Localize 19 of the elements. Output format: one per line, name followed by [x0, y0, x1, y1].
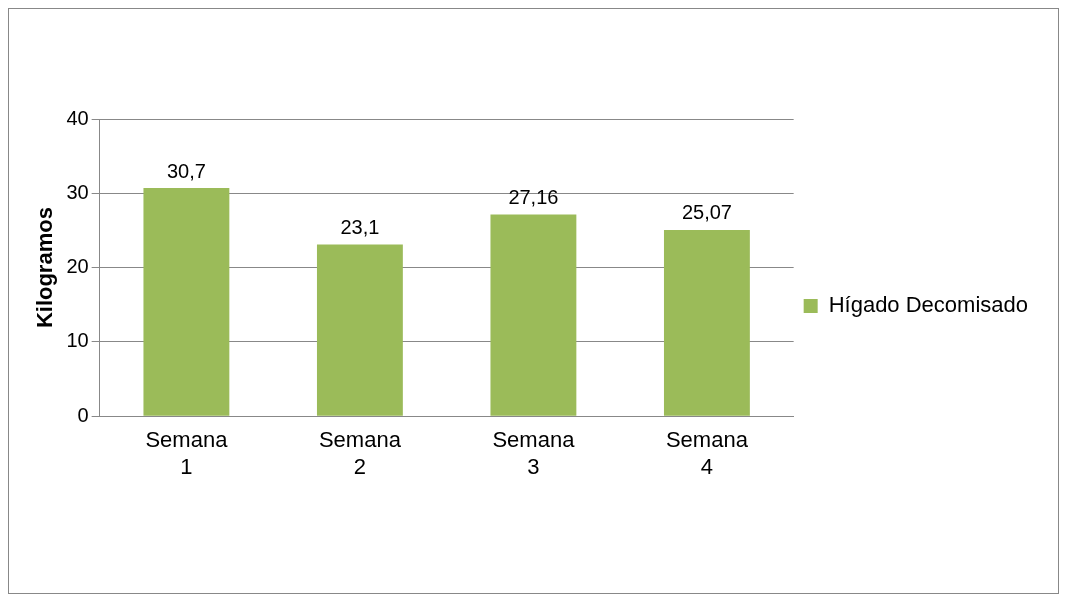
data-label: 27,16 — [508, 185, 559, 208]
x-tick-label: Semana 4 — [665, 427, 749, 479]
data-label: 23,1 — [340, 216, 380, 239]
legend-label: Hígado Decomisado — [828, 292, 1029, 318]
data-label: 25,07 — [681, 201, 732, 224]
bar — [143, 188, 230, 416]
bar — [316, 244, 403, 416]
y-tick-label: 20 — [66, 255, 89, 278]
y-tick-label: 10 — [66, 329, 89, 352]
x-tick-label: Semana 2 — [318, 427, 402, 479]
x-tick-label: Semana 3 — [492, 427, 576, 479]
data-label: 30,7 — [166, 159, 206, 182]
y-tick-label: 40 — [66, 106, 89, 129]
y-tick-label: 0 — [77, 403, 89, 426]
bar — [490, 214, 577, 416]
y-tick-label: 30 — [66, 180, 89, 203]
y-axis-title: Kilogramos — [32, 207, 58, 329]
x-tick-label: Semana 1 — [145, 427, 229, 479]
bar — [663, 229, 750, 416]
